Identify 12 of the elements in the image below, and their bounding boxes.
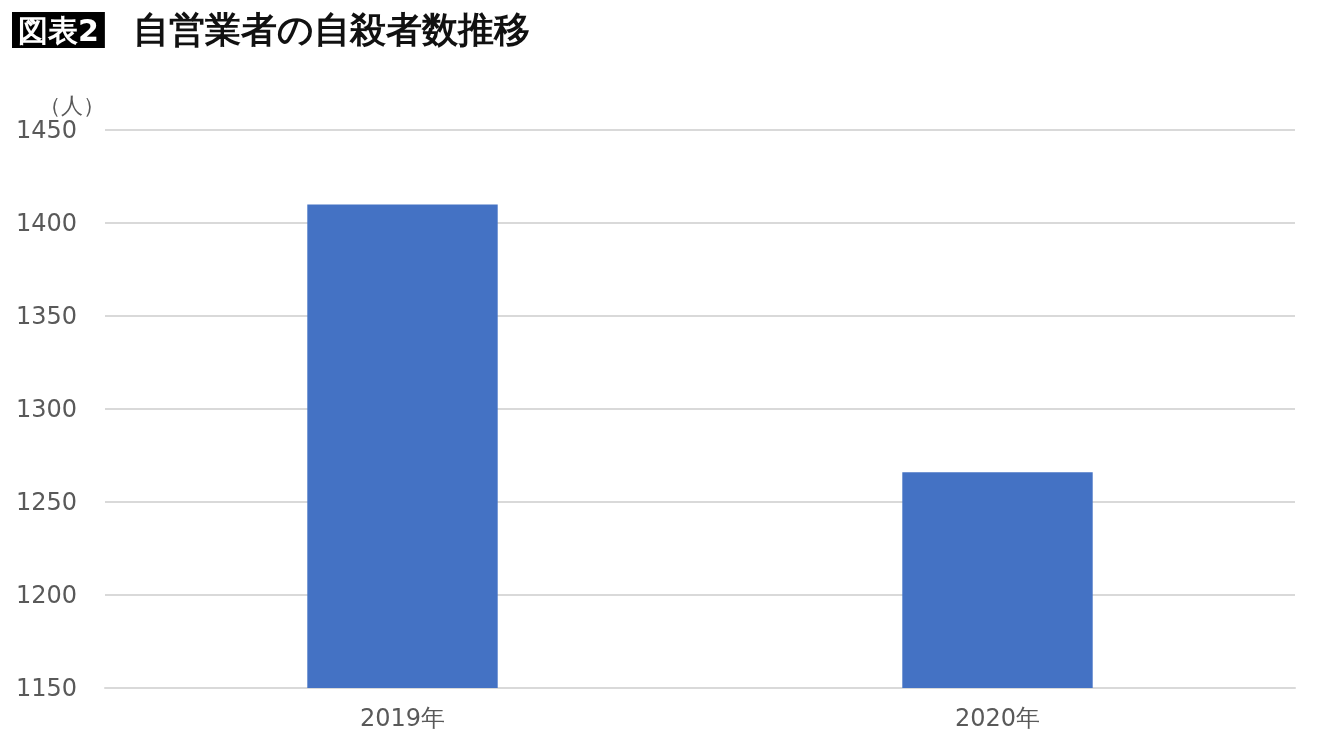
y-tick-label: 1200 [15,581,77,609]
y-tick-label: 1450 [15,116,77,144]
y-tick-label: 1350 [15,302,77,330]
y-tick-label: 1150 [15,674,77,702]
y-tick-label: 1250 [15,488,77,516]
x-tick-label: 2019年 [359,704,446,732]
y-tick-label: 1400 [15,209,77,237]
y-axis-title: （人） [39,92,105,118]
y-tick-label: 1300 [15,395,77,423]
chart-title: 自営業者の自殺者数推移 [133,8,530,50]
text: 図表2 [18,12,99,48]
x-tick-label: 2020年 [954,704,1041,732]
